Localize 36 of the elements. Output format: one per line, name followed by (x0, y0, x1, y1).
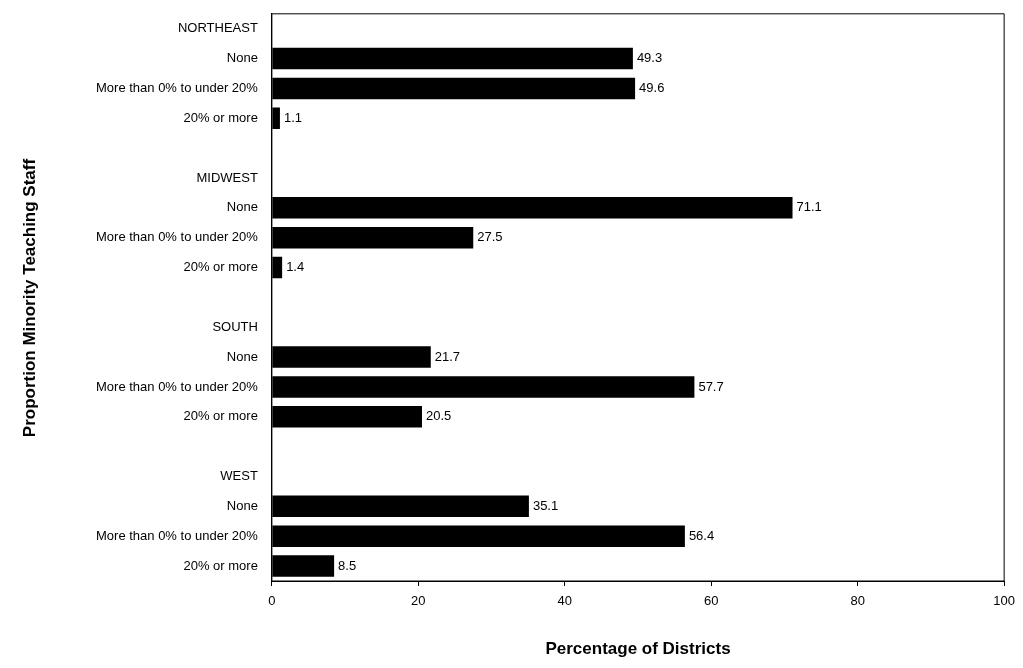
y-tick-label: None (226, 497, 258, 513)
y-tick-label: 20% or more (183, 557, 258, 573)
data-label: 56.4 (688, 527, 715, 543)
y-tick-label: None (226, 50, 258, 66)
x-tick-label: 20 (411, 593, 426, 609)
y-tick-label: SOUTH (212, 318, 258, 334)
y-tick-label: 20% or more (183, 408, 258, 424)
y-tick-label: 20% or more (183, 109, 258, 125)
data-label: 71.1 (796, 199, 822, 215)
x-axis-title: Percentage of Districts (545, 639, 731, 659)
data-label: 57.7 (698, 378, 724, 394)
y-tick-label: More than 0% to under 20% (95, 80, 259, 96)
data-label: 1.1 (283, 109, 303, 125)
x-tick-label: 100 (993, 593, 1016, 609)
x-tick-label: 0 (268, 593, 276, 609)
y-tick-label: 20% or more (183, 259, 258, 275)
data-label: 20.5 (425, 408, 452, 424)
y-tick-label: More than 0% to under 20% (95, 378, 259, 394)
data-label: 35.1 (532, 497, 559, 513)
y-tick-label: None (226, 199, 258, 215)
y-axis-title: Proportion Minority Teaching Staff (20, 157, 40, 440)
data-label: 1.4 (286, 259, 305, 275)
x-tick-label: 60 (704, 593, 719, 609)
data-label: 49.6 (639, 80, 665, 96)
x-tick-label: 40 (557, 593, 573, 609)
y-tick-label: More than 0% to under 20% (95, 527, 259, 543)
data-label: 21.7 (434, 348, 461, 364)
y-tick-label: NORTHEAST (177, 20, 258, 36)
y-tick-label: WEST (220, 468, 258, 484)
data-label: 49.3 (636, 50, 663, 66)
y-tick-label: None (226, 348, 258, 364)
data-label: 27.5 (477, 229, 503, 245)
y-tick-label: More than 0% to under 20% (95, 229, 259, 245)
data-label: 8.5 (338, 557, 357, 573)
x-tick-label: 80 (850, 593, 865, 609)
y-tick-label: MIDWEST (196, 169, 258, 185)
